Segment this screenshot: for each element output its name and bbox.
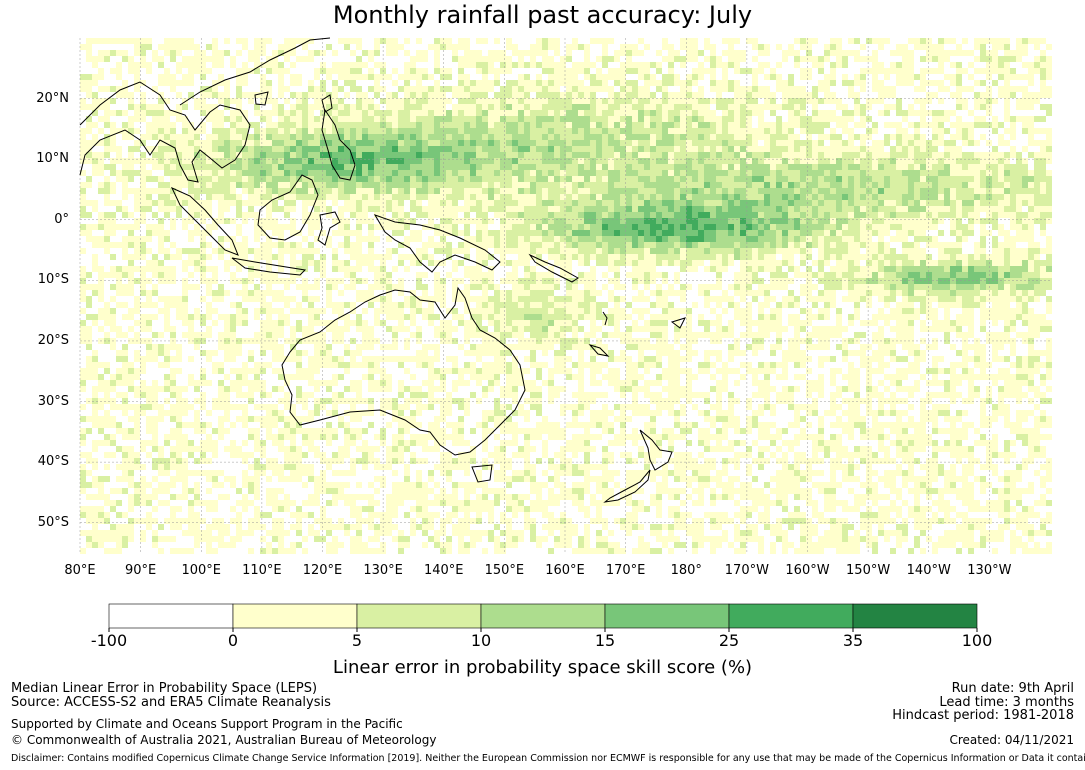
coast-sulawesi <box>317 211 341 246</box>
lon-tick-label: 170°W <box>724 563 769 578</box>
coast-new-zealand-north <box>639 429 673 471</box>
lat-tick-label: 40°S <box>37 454 69 470</box>
lat-tick-label: 30°S <box>37 393 69 409</box>
graticule <box>79 38 1050 553</box>
skill-field <box>80 38 1052 554</box>
lon-tick-label: 180° <box>670 563 702 578</box>
copyright-text: © Commonwealth of Australia 2021, Austra… <box>11 733 437 747</box>
hindcast-text: Hindcast period: 1981-2018 <box>892 708 1074 723</box>
colorbar-tick-label: -100 <box>90 631 128 650</box>
lon-tick-label: 120°E <box>302 563 343 578</box>
lon-tick-label: 140°E <box>423 563 464 578</box>
colorbar-tick-label: 5 <box>351 631 363 650</box>
colorbar-segment <box>480 603 606 629</box>
lon-tick-label: 160°E <box>545 563 585 578</box>
colorbar-segment <box>728 603 854 629</box>
lat-tick-label: 20°N <box>36 90 69 106</box>
lon-tick-label: 150°E <box>484 563 525 578</box>
coast-java <box>231 257 307 276</box>
colorbar-tick-label: 15 <box>594 631 616 650</box>
lat-tick-label: 20°S <box>37 332 69 348</box>
lat-tick-label: 0° <box>54 211 69 227</box>
colorbar-segment <box>852 603 978 629</box>
disclaimer-text: Disclaimer: Contains modified Copernicus… <box>11 753 1085 764</box>
lon-tick-label: 170°E <box>605 563 646 578</box>
lon-tick-label: 100°E <box>181 563 222 578</box>
lon-tick-label: 130°W <box>967 563 1012 578</box>
coast-philippines <box>321 108 356 181</box>
lon-tick-label: 130°E <box>363 563 403 578</box>
colorbar-tick-label: 0 <box>227 631 239 650</box>
lon-tick-label: 150°W <box>846 563 891 578</box>
source-text: Source: ACCESS-S2 and ERA5 Climate Reana… <box>11 695 331 710</box>
coast-sumatra <box>170 186 239 256</box>
lat-tick-label: 50°S <box>37 514 69 530</box>
lat-tick-label: 10°S <box>37 272 69 288</box>
map-title: Monthly rainfall past accuracy: July <box>332 1 753 29</box>
colorbar-segment <box>604 603 730 629</box>
coast-tasmania <box>471 464 493 483</box>
coast-mainland-asia <box>79 81 251 183</box>
coast-taiwan <box>321 94 333 113</box>
method-text: Median Linear Error in Probability Space… <box>11 681 318 696</box>
colorbar-label: Linear error in probability space skill … <box>332 657 753 678</box>
colorbar-tick-label: 100 <box>961 631 993 650</box>
colorbar-segment <box>108 603 234 629</box>
lat-tick-label: 10°N <box>36 151 69 167</box>
lon-tick-label: 160°W <box>785 563 830 578</box>
coast-vanuatu <box>602 311 608 326</box>
colorbar-tick-label: 35 <box>842 631 864 650</box>
colorbar-tick-label: 10 <box>470 631 492 650</box>
colorbar-segment <box>356 603 482 629</box>
colorbar <box>108 603 978 632</box>
coast-australia <box>281 286 526 456</box>
coast-hainan <box>254 91 269 106</box>
lon-tick-label: 110°E <box>242 563 282 578</box>
colorbar-segment <box>232 603 358 629</box>
run-date-text: Run date: 9th April <box>951 681 1074 696</box>
coast-china <box>179 37 331 106</box>
colorbar-tick-label: 25 <box>718 631 740 650</box>
lon-tick-label: 90°E <box>124 563 157 578</box>
coast-new-caledonia <box>588 344 610 357</box>
coast-new-zealand-south <box>603 469 651 503</box>
coast-new-guinea <box>373 214 501 273</box>
coastlines <box>79 37 686 503</box>
lead-time-text: Lead time: 3 months <box>939 695 1074 710</box>
coast-borneo <box>257 174 319 241</box>
lon-tick-label: 80°E <box>64 563 96 578</box>
lon-tick-label: 140°W <box>906 563 951 578</box>
coast-fiji <box>670 317 686 329</box>
coast-solomons <box>528 253 579 283</box>
support-text: Supported by Climate and Oceans Support … <box>11 717 403 731</box>
created-text: Created: 04/11/2021 <box>949 733 1074 747</box>
